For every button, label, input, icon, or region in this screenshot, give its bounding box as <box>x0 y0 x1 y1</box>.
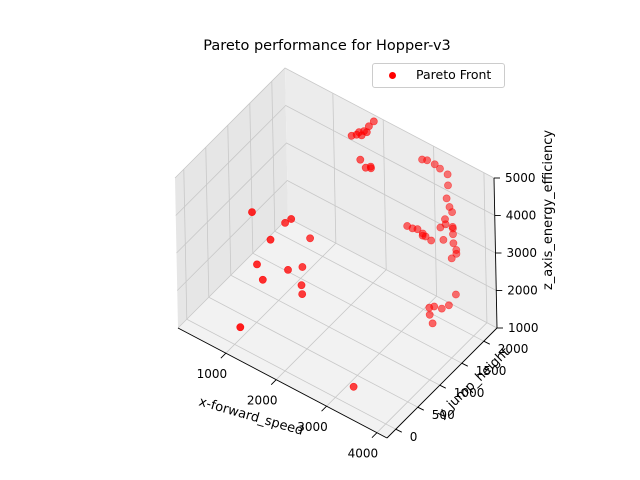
y-tick-label: 1500 <box>476 364 507 378</box>
legend: Pareto Front <box>372 63 505 88</box>
z-tick-label: 5000 <box>505 171 536 185</box>
floor-pane <box>178 218 497 438</box>
data-point <box>347 131 356 140</box>
z-tick-label: 4000 <box>506 209 537 223</box>
legend-label-pareto: Pareto Front <box>416 67 492 82</box>
z-axis-label: z_axis_energy_efficiency <box>541 130 556 290</box>
data-point <box>444 301 453 310</box>
x-tick-label: 4000 <box>348 447 379 461</box>
data-point <box>284 265 292 274</box>
y-tick <box>439 384 447 389</box>
y-tick-label: 0 <box>410 430 418 444</box>
z-grid-line <box>176 142 496 254</box>
data-point <box>452 246 461 254</box>
data-point <box>297 281 306 290</box>
y-tick-label: 2000 <box>498 342 529 356</box>
tick-labels: 1000 2000 3000 4000 0 500 1000 1500 2000 1000 2000… <box>197 171 539 461</box>
data-point <box>445 203 454 211</box>
y-tick-label: 1000 <box>454 386 485 400</box>
data-point <box>356 155 365 164</box>
data-point <box>444 181 452 190</box>
x-tick <box>321 405 327 412</box>
data-point <box>298 290 307 298</box>
data-point <box>443 170 452 179</box>
legend-marker-pareto <box>389 72 396 79</box>
data-point <box>361 163 370 172</box>
data-point <box>298 263 307 271</box>
x-tick <box>220 352 227 359</box>
data-point <box>442 194 451 203</box>
data-point <box>281 218 289 227</box>
data-point <box>253 260 261 269</box>
x-tick <box>371 432 378 439</box>
data-point <box>248 208 256 216</box>
data-point <box>425 303 434 312</box>
axis-panes <box>175 68 497 438</box>
data-point <box>449 239 458 248</box>
data-points <box>236 117 461 391</box>
z-tick-label: 3000 <box>507 246 538 260</box>
data-point <box>430 160 439 169</box>
x-tick-label: 1000 <box>197 367 228 381</box>
data-point <box>349 382 358 391</box>
y-tick <box>483 340 491 345</box>
data-point <box>448 224 457 233</box>
x-tick <box>270 379 277 386</box>
data-point <box>266 235 275 244</box>
data-point <box>437 304 446 313</box>
data-point <box>436 164 444 173</box>
data-point <box>418 229 427 238</box>
z-grid-line <box>175 105 495 216</box>
z-tick-label: 2000 <box>507 284 538 298</box>
data-point <box>427 236 436 245</box>
y-tick <box>395 428 403 433</box>
z-grid-line <box>174 67 495 179</box>
data-point <box>436 223 445 232</box>
y-axis-line <box>386 327 498 439</box>
data-point <box>287 215 296 223</box>
data-point <box>403 222 412 230</box>
data-point <box>306 234 314 243</box>
x-axis-line <box>177 327 388 439</box>
z-tick-label: 1000 <box>508 321 539 335</box>
data-point <box>258 275 267 284</box>
z-grid-line <box>176 180 497 291</box>
data-point <box>447 254 456 263</box>
data-point <box>236 323 245 332</box>
chart-title: Pareto performance for Hopper-v3 <box>203 38 451 54</box>
data-point <box>451 290 460 299</box>
data-point <box>428 319 437 328</box>
y-tick-label: 500 <box>432 408 455 422</box>
data-point <box>439 235 448 244</box>
data-point <box>425 310 434 319</box>
x-tick-label: 2000 <box>247 394 278 408</box>
y-tick <box>417 406 425 411</box>
x-tick-label: 3000 <box>297 420 328 434</box>
data-point <box>369 117 378 126</box>
data-point <box>418 155 426 164</box>
y-tick <box>461 362 469 367</box>
